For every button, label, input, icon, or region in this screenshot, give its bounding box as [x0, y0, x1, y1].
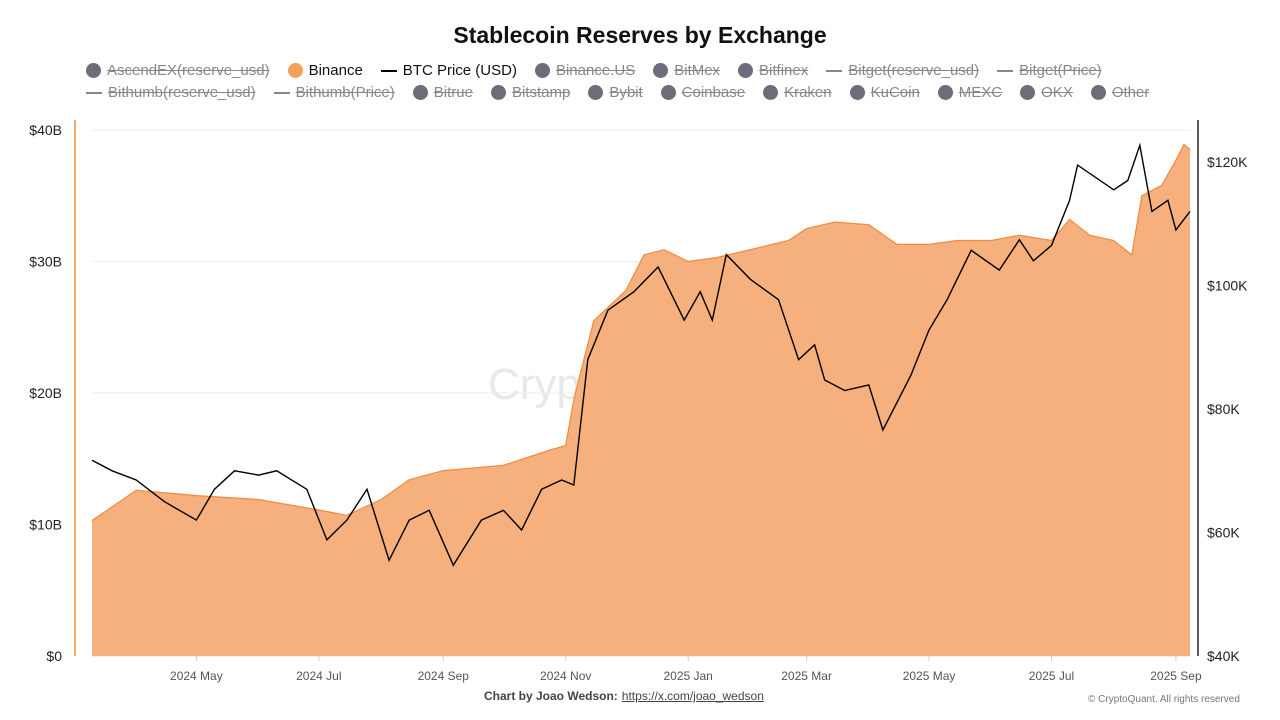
legend-dot-icon	[412, 85, 428, 100]
legend-label: Bithumb(reserve_usd)	[108, 84, 256, 101]
x-tick-label: 2025 Jul	[1029, 669, 1074, 683]
legend-item[interactable]: Bitrue	[412, 84, 473, 101]
legend-label: Binance.US	[555, 62, 636, 79]
legend-item[interactable]: BTC Price (USD)	[380, 62, 517, 79]
y-left-tick-label: $30B	[29, 254, 62, 270]
legend-line-icon	[826, 69, 843, 72]
legend-label: Bitfinex	[759, 62, 809, 79]
legend-dot-icon	[763, 85, 779, 100]
x-tick-label: 2024 Jul	[296, 669, 341, 683]
x-tick-label: 2025 Sep	[1150, 669, 1202, 683]
legend-label: BTC Price (USD)	[402, 62, 517, 79]
chart-title: Stablecoin Reserves by Exchange	[453, 22, 827, 48]
legend-label: Bitrue	[433, 84, 473, 101]
legend-item[interactable]: MEXC	[937, 84, 1003, 101]
legend-line-icon	[380, 69, 397, 72]
x-tick-label: 2024 Sep	[418, 669, 470, 683]
legend-item[interactable]: Bitfinex	[738, 62, 808, 79]
legend-line-icon	[86, 91, 102, 94]
legend-label: Kraken	[784, 84, 832, 101]
legend-line-icon	[273, 91, 290, 94]
legend-item[interactable]: Bitget(reserve_usd)	[826, 62, 979, 79]
legend-dot-icon	[490, 85, 506, 100]
legend-label: Bitget(Price)	[1019, 62, 1102, 79]
legend-item[interactable]: BitMex	[653, 62, 720, 79]
legend-dot-icon	[1090, 85, 1106, 100]
legend-label: OKX	[1041, 84, 1073, 101]
legend-line-icon	[997, 69, 1014, 72]
y-left-tick-label: $40B	[29, 122, 62, 138]
legend-dot-icon	[588, 85, 604, 100]
legend-dot-icon	[534, 63, 550, 78]
legend-item[interactable]: OKX	[1020, 84, 1073, 101]
legend-label: MEXC	[958, 84, 1003, 101]
legend-label: Binance	[308, 62, 363, 79]
legend-label: Bitstamp	[511, 84, 571, 101]
legend-dot-icon	[738, 63, 754, 78]
y-left-tick-label: $10B	[29, 517, 62, 533]
legend-item[interactable]: Binance.US	[534, 62, 636, 79]
legend-item[interactable]: Bitget(Price)	[997, 62, 1102, 79]
legend-dot-icon	[287, 63, 303, 78]
btc-price-line	[91, 142, 1191, 567]
y-right-tick-label: $80K	[1207, 401, 1240, 417]
legend-label: KuCoin	[870, 84, 920, 101]
legend-label: Bitget(reserve_usd)	[848, 62, 980, 79]
y-left-tick-label: $20B	[29, 385, 62, 401]
x-tick-label: 2024 Nov	[540, 669, 591, 683]
binance-reserve-line	[91, 143, 1191, 522]
legend-label: Other	[1111, 84, 1150, 101]
legend-dot-icon	[849, 85, 865, 100]
legend-label: BitMex	[674, 62, 721, 79]
legend-label: Coinbase	[681, 84, 746, 101]
legend-item[interactable]: Kraken	[763, 84, 832, 101]
legend-dot-icon	[660, 85, 676, 100]
x-tick-label: 2025 Mar	[781, 669, 832, 683]
legend-label: Bybit	[609, 84, 643, 101]
legend-item[interactable]: Binance	[287, 62, 363, 79]
credit-link[interactable]: https://x.com/joao_wedson	[621, 689, 764, 703]
legend-item[interactable]: Bithumb(reserve_usd)	[86, 84, 256, 101]
x-tick-label: 2024 May	[170, 669, 223, 683]
copyright: © CryptoQuant. All rights reserved	[1088, 694, 1240, 705]
x-tick-label: 2025 May	[903, 669, 956, 683]
legend-row-2: Bithumb(reserve_usd) Bithumb(Price) Bitrue…	[86, 84, 1216, 101]
binance-reserve-area	[92, 144, 1190, 656]
y-left-tick-label: $0	[46, 648, 62, 664]
legend-dot-icon	[937, 85, 953, 100]
legend-label: AscendEX(reserve_usd)	[107, 62, 270, 79]
y-right-tick-label: $60K	[1207, 525, 1240, 541]
credit-text: Chart by Joao Wedson:	[484, 689, 618, 703]
legend-dot-icon	[1020, 85, 1036, 100]
legend-dot-icon	[653, 63, 669, 78]
legend-item[interactable]: Bybit	[588, 84, 643, 101]
y-right-tick-label: $120K	[1207, 154, 1248, 170]
legend-row-1: AscendEX(reserve_usd) Binance BTC Price (U…	[86, 62, 1216, 79]
legend-label: Bithumb(Price)	[295, 84, 395, 101]
legend-item[interactable]: Coinbase	[660, 84, 746, 101]
x-tick-label: 2025 Jan	[663, 669, 712, 683]
y-right-tick-label: $40K	[1207, 648, 1240, 664]
legend-item[interactable]: Other	[1090, 84, 1150, 101]
legend-item[interactable]: KuCoin	[849, 84, 920, 101]
legend-item[interactable]: Bitstamp	[490, 84, 571, 101]
legend-item[interactable]: Bithumb(Price)	[273, 84, 395, 101]
legend-dot-icon	[86, 63, 101, 78]
y-right-tick-label: $100K	[1207, 278, 1248, 294]
footer-credit: Chart by Joao Wedson: https://x.com/joao_…	[484, 689, 764, 703]
legend-item[interactable]: AscendEX(reserve_usd)	[86, 62, 270, 79]
